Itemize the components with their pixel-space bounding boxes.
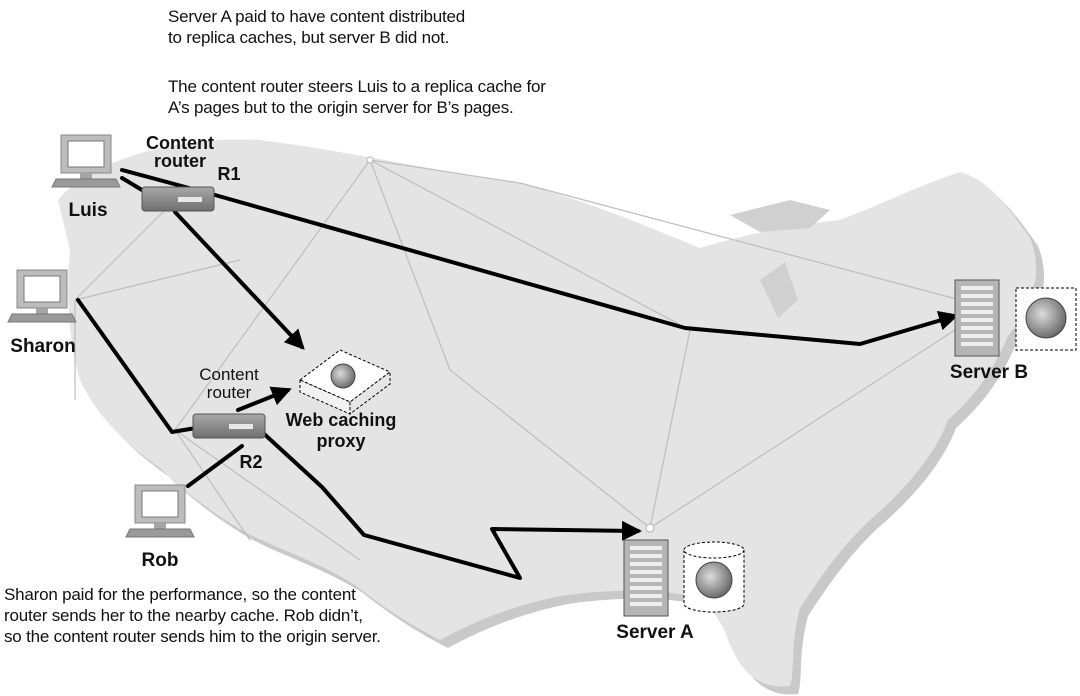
computer-icon-rob: [125, 484, 195, 538]
label-r2: R2: [239, 452, 263, 472]
computer-icon-luis: [51, 134, 121, 188]
cache-disk-icon-b: [1015, 287, 1077, 351]
router-icon-r2: [192, 413, 266, 439]
server-tower-icon-a: [623, 539, 669, 617]
label-content-router-r2: Content router: [199, 365, 259, 402]
label-luis: Luis: [68, 200, 108, 221]
caption-top-2: The content router steers Luis to a repl…: [168, 77, 546, 117]
network-grid: [74, 156, 961, 561]
map-landmass: [58, 139, 1037, 687]
r2-to-proxy-path: [236, 386, 292, 412]
label-sharon: Sharon: [10, 336, 76, 357]
label-r1: R1: [217, 164, 241, 184]
caption-top-1: Server A paid to have content distribute…: [168, 7, 466, 47]
sharon-to-r2-path: [76, 298, 198, 434]
disc-icon-proxy: [330, 363, 356, 389]
proxy-cache-icon: [299, 349, 391, 415]
rob-to-r2-link: [186, 444, 244, 488]
r2-to-server-a-path: [260, 430, 642, 580]
computer-icon-sharon: [7, 269, 77, 323]
label-server-a: Server A: [616, 622, 694, 643]
label-server-b: Server B: [949, 362, 1029, 383]
label-rob: Rob: [141, 550, 179, 571]
label-content-router-r1: Content router: [146, 133, 214, 171]
r1-to-proxy-path: [173, 210, 305, 350]
caption-bottom: Sharon paid for the performance, so the …: [4, 585, 381, 646]
server-tower-icon-b: [954, 279, 1000, 357]
cache-disk-icon-a: [683, 541, 745, 613]
us-map: [58, 139, 1045, 695]
router-icon-r1: [141, 186, 215, 212]
luis-to-r1-link: [120, 176, 144, 192]
label-web-caching-proxy: Web caching proxy: [285, 410, 397, 451]
